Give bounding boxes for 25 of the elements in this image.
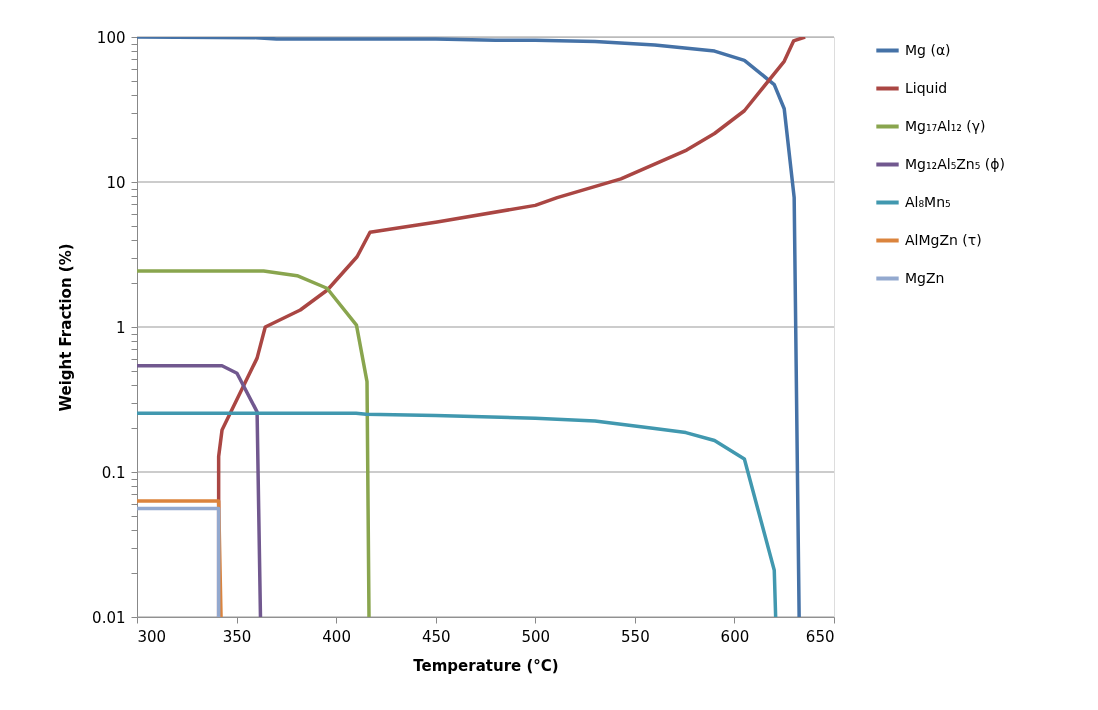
x-tick-label: 350	[222, 627, 252, 646]
legend-label: Liquid	[905, 79, 948, 96]
legend-label: MgZn	[905, 269, 945, 286]
y-tick-label: 100	[96, 28, 126, 47]
y-axis-title: Weight Fraction (%)	[57, 243, 76, 412]
y-tick-label: 0.1	[101, 463, 126, 482]
line-series	[137, 269, 371, 617]
x-tick-label: 300	[137, 627, 167, 646]
legend-label: Mg (α)	[905, 41, 951, 58]
y-tick-label: 0.01	[92, 608, 126, 627]
x-tick-label: 550	[621, 627, 650, 646]
legend-label: AlMgZn (τ)	[905, 231, 982, 248]
line-series	[137, 364, 263, 617]
x-tick-label: 450	[421, 627, 451, 646]
legend-label: Al₈Mn₅	[905, 193, 951, 210]
x-tick-label: 600	[720, 627, 750, 646]
legend-label: Mg₁₇Al₁₂ (γ)	[905, 117, 986, 134]
line-series	[137, 411, 778, 617]
y-tick-label: 10	[106, 173, 126, 192]
x-tick-label: 400	[322, 627, 351, 646]
x-tick-label: 650	[805, 627, 835, 646]
legend-label: Mg₁₂Al₅Zn₅ (ϕ)	[905, 155, 1005, 172]
x-axis-title: Temperature (°C)	[413, 656, 559, 675]
x-tick-label: 500	[521, 627, 551, 646]
y-tick-label: 1	[115, 318, 126, 337]
